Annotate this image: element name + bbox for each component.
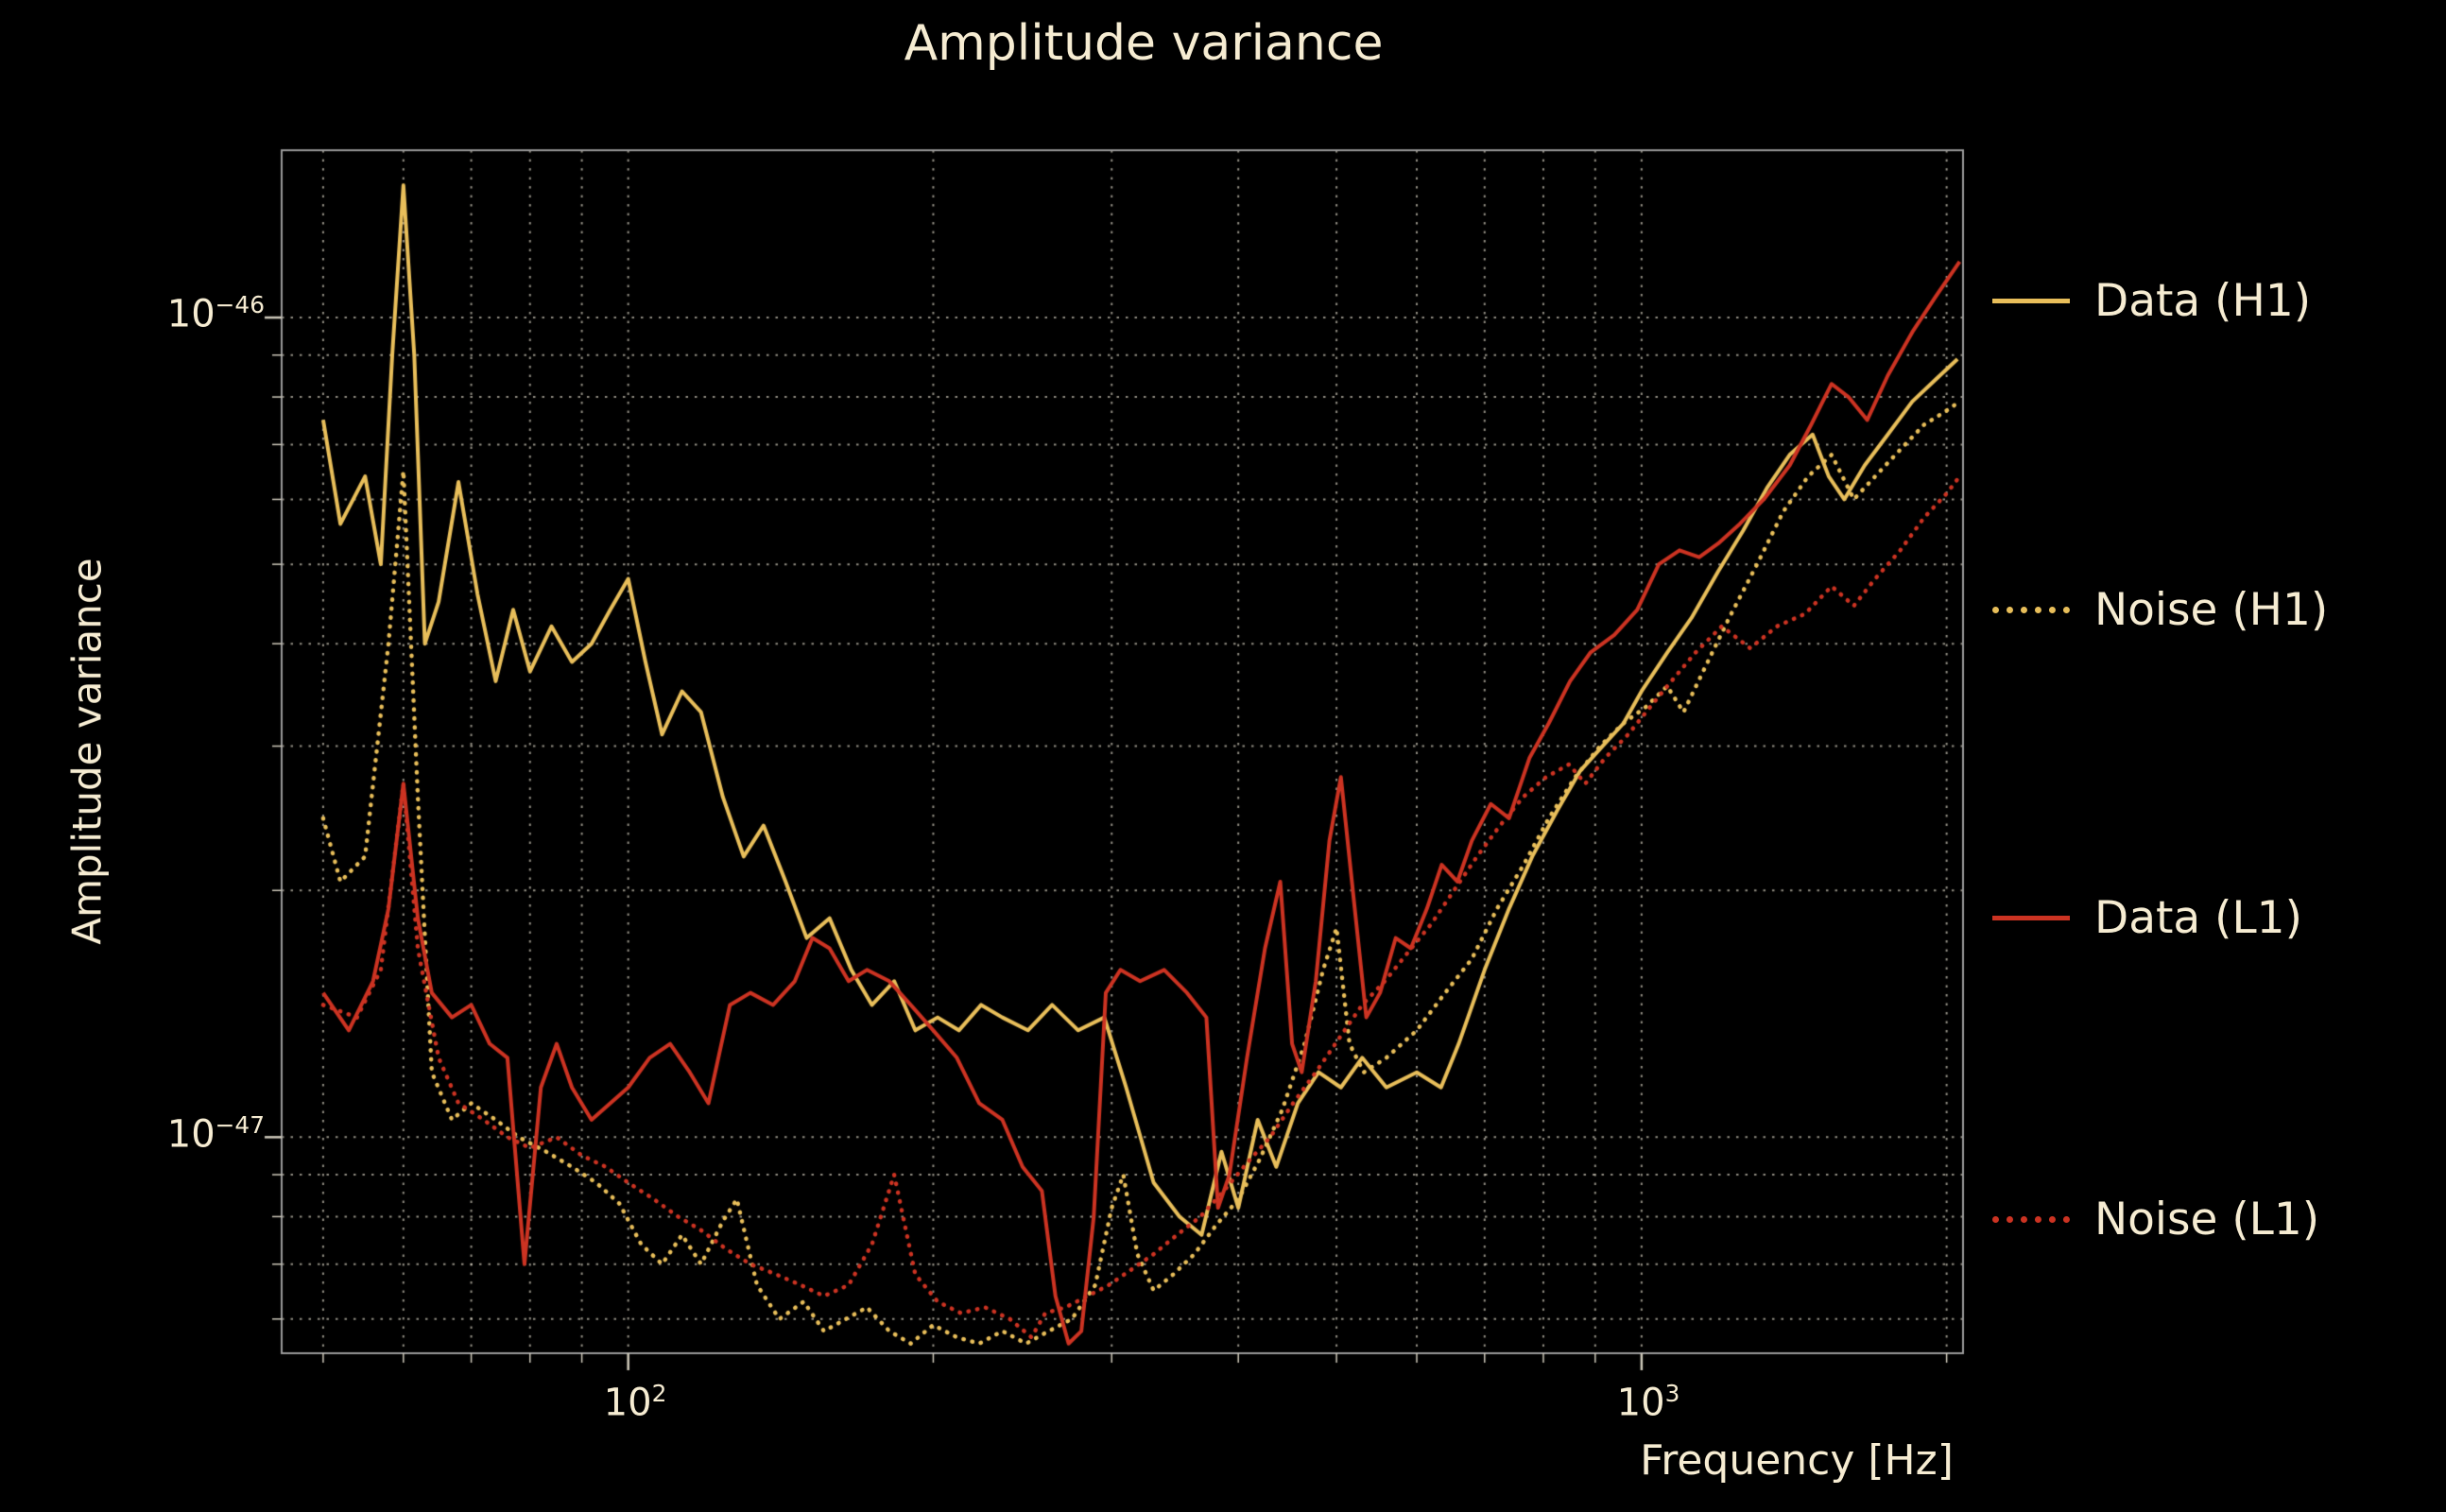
legend-item-noise-l1: Noise (L1) — [1992, 1191, 2319, 1247]
legend-line-noise-h1 — [1992, 606, 2070, 613]
y-axis-label: Amplitude variance — [63, 558, 111, 945]
y-tick-label-1e-46: 10−46 — [167, 291, 265, 335]
legend-item-noise-h1: Noise (H1) — [1992, 581, 2328, 638]
legend-item-data-l1: Data (L1) — [1992, 889, 2302, 946]
x-tick-base: 10 — [1616, 1381, 1665, 1425]
x-tick-exponent: 2 — [651, 1380, 667, 1407]
x-tick-label-100: 102 — [604, 1380, 667, 1424]
legend-label-data-l1: Data (L1) — [2094, 891, 2302, 944]
legend-item-data-h1: Data (H1) — [1992, 272, 2311, 329]
x-axis-label: Frequency [Hz] — [1640, 1436, 1954, 1485]
x-tick-base: 10 — [603, 1381, 652, 1425]
legend-line-data-l1 — [1992, 915, 2070, 920]
legend-label-data-h1: Data (H1) — [2094, 274, 2312, 327]
y-tick-base: 10 — [166, 292, 215, 336]
legend-line-data-h1 — [1992, 298, 2070, 303]
legend-label-noise-l1: Noise (L1) — [2094, 1193, 2320, 1246]
y-tick-exponent: −46 — [215, 291, 265, 318]
legend: Data (H1) Noise (H1) Data (L1) Noise (L1… — [1992, 0, 2446, 1512]
y-tick-exponent: −47 — [215, 1111, 265, 1139]
x-tick-label-1000: 103 — [1617, 1380, 1680, 1424]
chart-title: Amplitude variance — [904, 15, 1384, 72]
y-tick-label-1e-47: 10−47 — [167, 1111, 265, 1156]
legend-line-noise-l1 — [1992, 1215, 2070, 1223]
legend-label-noise-h1: Noise (H1) — [2094, 583, 2329, 636]
x-tick-exponent: 3 — [1664, 1380, 1680, 1407]
y-tick-base: 10 — [166, 1112, 215, 1157]
